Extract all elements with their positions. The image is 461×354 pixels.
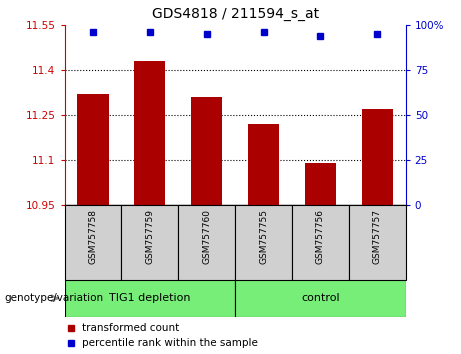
Text: TIG1 depletion: TIG1 depletion	[109, 293, 190, 303]
Bar	[361, 109, 393, 205]
Bar	[178, 205, 235, 280]
Bar	[191, 97, 222, 205]
Title: GDS4818 / 211594_s_at: GDS4818 / 211594_s_at	[152, 7, 319, 21]
Text: percentile rank within the sample: percentile rank within the sample	[82, 338, 258, 348]
Text: genotype/variation: genotype/variation	[5, 293, 104, 303]
Text: GSM757758: GSM757758	[89, 209, 97, 264]
Bar	[349, 205, 406, 280]
Bar	[65, 280, 235, 317]
Bar	[235, 280, 406, 317]
Bar	[248, 124, 279, 205]
Bar	[121, 205, 178, 280]
Text: control: control	[301, 293, 340, 303]
Text: transformed count: transformed count	[82, 322, 179, 332]
Bar	[65, 205, 121, 280]
Text: GSM757759: GSM757759	[145, 209, 154, 264]
Bar	[235, 205, 292, 280]
Text: GSM757757: GSM757757	[373, 209, 382, 264]
Text: GSM757756: GSM757756	[316, 209, 325, 264]
Text: GSM757755: GSM757755	[259, 209, 268, 264]
Bar	[305, 163, 336, 205]
Bar	[77, 94, 109, 205]
Bar	[292, 205, 349, 280]
Text: GSM757760: GSM757760	[202, 209, 211, 264]
Bar	[134, 61, 165, 205]
